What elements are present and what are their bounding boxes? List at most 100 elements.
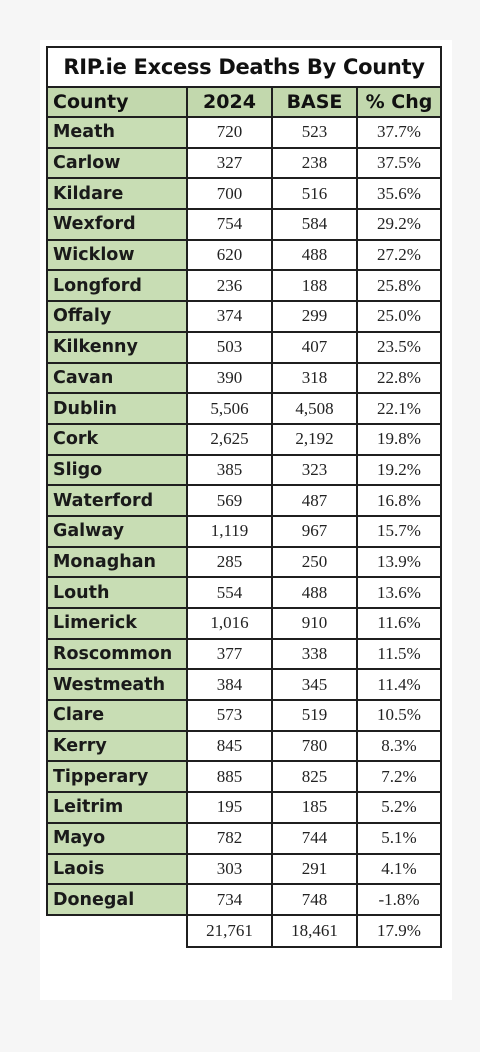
value-base-cell: 519	[271, 699, 358, 732]
county-cell: Sligo	[46, 453, 188, 487]
county-cell: Limerick	[46, 607, 188, 640]
table-row: Kildare 700 516 35.6%	[46, 177, 443, 211]
table-row: Cork 2,625 2,192 19.8%	[46, 422, 443, 456]
table-row: Meath 720 523 37.7%	[46, 116, 443, 149]
pct-change-cell: 37.7%	[355, 116, 443, 149]
value-base-cell: 338	[271, 637, 358, 671]
value-base-cell: 910	[271, 607, 358, 640]
pct-change-cell: 13.6%	[355, 576, 443, 609]
pct-change-cell: 13.9%	[355, 545, 443, 579]
county-cell: Waterford	[46, 484, 188, 517]
value-2024-cell: 1,016	[186, 607, 273, 640]
pct-change-cell: 29.2%	[355, 208, 443, 241]
pct-change-cell: 4.1%	[355, 852, 443, 886]
value-2024-cell: 700	[186, 177, 273, 211]
county-cell: Tipperary	[46, 760, 188, 794]
total-base: 18,461	[271, 913, 358, 948]
county-cell: Laois	[46, 852, 188, 886]
pct-change-cell: 16.8%	[355, 484, 443, 517]
county-cell: Clare	[46, 699, 188, 732]
table-row: Tipperary 885 825 7.2%	[46, 760, 443, 794]
value-base-cell: 299	[271, 300, 358, 333]
value-base-cell: 4,508	[271, 392, 358, 425]
value-base-cell: 748	[271, 883, 358, 916]
pct-change-cell: 5.1%	[355, 821, 443, 855]
county-cell: Offaly	[46, 300, 188, 333]
county-cell: Longford	[46, 269, 188, 303]
value-2024-cell: 620	[186, 238, 273, 272]
value-2024-cell: 554	[186, 576, 273, 609]
table-row: Westmeath 384 345 11.4%	[46, 668, 443, 702]
county-cell: Kildare	[46, 177, 188, 211]
county-cell: Cavan	[46, 361, 188, 395]
pct-change-cell: 11.4%	[355, 668, 443, 702]
table-row: Laois 303 291 4.1%	[46, 852, 443, 886]
total-2024: 21,761	[186, 913, 273, 948]
table-row: Galway 1,119 967 15.7%	[46, 514, 443, 548]
county-cell: Donegal	[46, 883, 188, 916]
pct-change-cell: 10.5%	[355, 699, 443, 732]
header-pct-change: % Chg	[355, 86, 443, 118]
value-base-cell: 825	[271, 760, 358, 794]
value-2024-cell: 390	[186, 361, 273, 395]
value-base-cell: 2,192	[271, 422, 358, 456]
table-row: Louth 554 488 13.6%	[46, 576, 443, 609]
value-base-cell: 345	[271, 668, 358, 702]
value-base-cell: 291	[271, 852, 358, 886]
value-base-cell: 584	[271, 208, 358, 241]
table-row: Wexford 754 584 29.2%	[46, 208, 443, 241]
table-row: Waterford 569 487 16.8%	[46, 484, 443, 517]
table-row: Offaly 374 299 25.0%	[46, 300, 443, 333]
value-base-cell: 250	[271, 545, 358, 579]
county-cell: Cork	[46, 422, 188, 456]
table-title: RIP.ie Excess Deaths By County	[45, 46, 443, 88]
county-cell: Carlow	[46, 146, 188, 180]
value-2024-cell: 303	[186, 852, 273, 886]
table-row: Leitrim 195 185 5.2%	[46, 791, 443, 824]
excess-deaths-table: RIP.ie Excess Deaths By County County 20…	[45, 46, 443, 948]
table-row: Limerick 1,016 910 11.6%	[46, 607, 443, 640]
table-row: Dublin 5,506 4,508 22.1%	[46, 392, 443, 425]
pct-change-cell: -1.8%	[355, 883, 443, 916]
pct-change-cell: 27.2%	[355, 238, 443, 272]
county-cell: Wexford	[46, 208, 188, 241]
pct-change-cell: 11.5%	[355, 637, 443, 671]
value-2024-cell: 384	[186, 668, 273, 702]
value-2024-cell: 285	[186, 545, 273, 579]
value-2024-cell: 573	[186, 699, 273, 732]
table-body: Meath 720 523 37.7% Carlow 327 238 37.5% Kildare…	[46, 116, 443, 916]
value-2024-cell: 754	[186, 208, 273, 241]
pct-change-cell: 35.6%	[355, 177, 443, 211]
table-row: Kerry 845 780 8.3%	[46, 729, 443, 763]
table-row: Carlow 327 238 37.5%	[46, 146, 443, 180]
value-base-cell: 238	[271, 146, 358, 180]
value-base-cell: 744	[271, 821, 358, 855]
county-cell: Westmeath	[46, 668, 188, 702]
table-row: Donegal 734 748 -1.8%	[46, 883, 443, 916]
pct-change-cell: 23.5%	[355, 330, 443, 364]
value-2024-cell: 195	[186, 791, 273, 824]
value-base-cell: 488	[271, 576, 358, 609]
header-row: County 2024 BASE % Chg	[46, 86, 443, 118]
value-base-cell: 967	[271, 514, 358, 548]
totals-row: 21,761 18,461 17.9%	[47, 913, 443, 948]
value-2024-cell: 374	[186, 300, 273, 333]
excess-deaths-table-container: RIP.ie Excess Deaths By County County 20…	[45, 46, 443, 948]
value-2024-cell: 845	[186, 729, 273, 763]
value-base-cell: 516	[271, 177, 358, 211]
county-cell: Leitrim	[46, 791, 188, 824]
value-base-cell: 318	[271, 361, 358, 395]
value-2024-cell: 1,119	[186, 514, 273, 548]
value-2024-cell: 327	[186, 146, 273, 180]
county-cell: Wicklow	[46, 238, 188, 272]
value-2024-cell: 734	[186, 883, 273, 916]
value-2024-cell: 2,625	[186, 422, 273, 456]
table-row: Clare 573 519 10.5%	[46, 699, 443, 732]
value-base-cell: 488	[271, 238, 358, 272]
table-row: Sligo 385 323 19.2%	[46, 453, 443, 487]
total-pct-change: 17.9%	[355, 913, 443, 948]
county-cell: Mayo	[46, 821, 188, 855]
value-base-cell: 487	[271, 484, 358, 517]
county-cell: Dublin	[46, 392, 188, 425]
